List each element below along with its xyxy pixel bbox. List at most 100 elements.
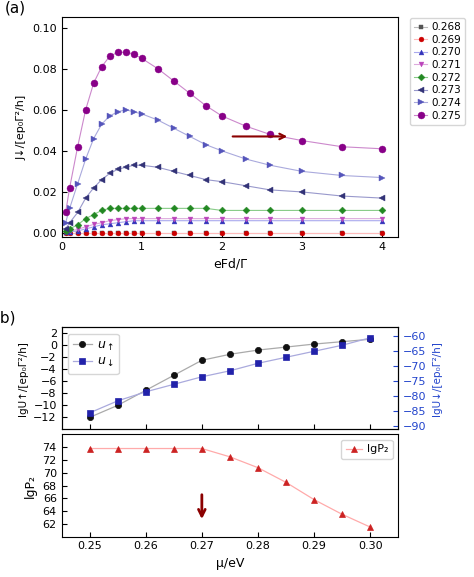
0.272 [219, 207, 225, 214]
0.272 [131, 205, 137, 212]
Line: 0.268: 0.268 [63, 230, 384, 235]
0.270 [267, 217, 273, 224]
u↓ [339, 342, 345, 349]
Line: 0.273: 0.273 [63, 163, 385, 232]
0.274 [115, 108, 120, 115]
0.271 [67, 228, 73, 235]
u↓ [171, 381, 177, 388]
0.269 [379, 229, 385, 236]
u↓ [283, 354, 289, 361]
0.269 [91, 229, 97, 236]
0.274 [219, 147, 225, 154]
0.272 [299, 207, 305, 214]
0.270 [243, 217, 249, 224]
lgP₂ [255, 464, 261, 471]
0.271 [155, 215, 161, 222]
0.269 [299, 229, 305, 236]
X-axis label: eFd/Γ: eFd/Γ [213, 257, 247, 271]
0.269 [339, 229, 345, 236]
0.269 [107, 229, 112, 236]
0.272 [99, 207, 105, 214]
u↑ [227, 351, 233, 358]
0.274 [67, 205, 73, 212]
0.274 [99, 121, 105, 128]
0.269 [187, 229, 192, 236]
0.273 [155, 164, 161, 171]
0.270 [299, 217, 305, 224]
0.270 [63, 229, 68, 236]
u↑ [143, 387, 149, 394]
0.270 [339, 217, 345, 224]
u↑ [87, 414, 92, 421]
u↑ [283, 344, 289, 351]
u↓ [367, 334, 373, 341]
u↓ [115, 398, 120, 404]
0.275 [75, 143, 81, 150]
0.272 [243, 207, 249, 214]
u↓ [87, 410, 92, 417]
0.270 [115, 219, 120, 226]
0.274 [267, 162, 273, 168]
0.271 [139, 215, 145, 222]
0.270 [131, 217, 137, 224]
0.275 [267, 131, 273, 138]
0.272 [91, 211, 97, 218]
0.270 [139, 217, 145, 224]
0.271 [379, 215, 385, 222]
0.275 [83, 106, 89, 113]
0.275 [219, 113, 225, 119]
0.275 [379, 145, 385, 152]
0.273 [379, 194, 385, 201]
0.275 [339, 143, 345, 150]
0.271 [63, 228, 68, 235]
Line: u↓: u↓ [87, 335, 373, 416]
lgP₂ [199, 445, 205, 452]
0.275 [155, 65, 161, 72]
0.268 [91, 230, 97, 237]
0.275 [91, 80, 97, 87]
lgP₂ [87, 445, 92, 452]
0.268 [267, 230, 273, 237]
0.275 [123, 49, 128, 56]
X-axis label: μ/eV: μ/eV [216, 557, 244, 570]
0.269 [75, 229, 81, 236]
0.269 [155, 229, 161, 236]
0.271 [171, 215, 177, 222]
0.273 [339, 193, 345, 200]
Line: 0.274: 0.274 [63, 107, 385, 226]
0.273 [91, 185, 97, 192]
0.271 [299, 215, 305, 222]
lgP₂ [227, 454, 233, 460]
Legend: 0.268, 0.269, 0.270, 0.271, 0.272, 0.273, 0.274, 0.275: 0.268, 0.269, 0.270, 0.271, 0.272, 0.273… [410, 18, 465, 125]
0.273 [139, 162, 145, 168]
u↓ [199, 373, 205, 380]
0.273 [123, 164, 128, 171]
lgP₂ [367, 523, 373, 530]
0.270 [203, 217, 209, 224]
0.273 [219, 178, 225, 185]
Y-axis label: lgU↑/[ep₀Γ²/h]: lgU↑/[ep₀Γ²/h] [18, 341, 27, 416]
0.272 [83, 215, 89, 222]
0.269 [99, 229, 105, 236]
0.272 [75, 222, 81, 228]
u↑ [115, 402, 120, 409]
0.275 [139, 55, 145, 62]
0.275 [203, 102, 209, 109]
u↑ [339, 338, 345, 345]
0.269 [83, 229, 89, 236]
0.274 [139, 110, 145, 117]
0.272 [267, 207, 273, 214]
0.270 [171, 217, 177, 224]
0.270 [67, 228, 73, 235]
0.273 [107, 170, 112, 177]
0.271 [99, 219, 105, 226]
0.275 [63, 209, 68, 216]
Line: 0.270: 0.270 [63, 218, 384, 235]
0.268 [83, 230, 89, 237]
0.272 [339, 207, 345, 214]
0.269 [219, 229, 225, 236]
Line: 0.271: 0.271 [63, 216, 384, 234]
lgP₂ [143, 445, 149, 452]
lgP₂ [283, 479, 289, 486]
Legend: lgP₂: lgP₂ [341, 440, 392, 459]
